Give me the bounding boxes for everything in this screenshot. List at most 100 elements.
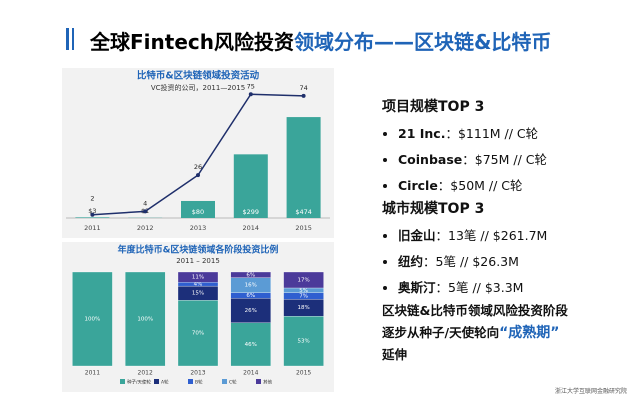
chart-title: 年度比特币&区块链领域各阶段投资比例 <box>118 244 279 256</box>
legend-swatch <box>256 379 261 384</box>
line-point <box>143 209 148 214</box>
section: 项目规模TOP 3 21 Inc.：$111M // C轮 Coinbase：$7… <box>382 96 547 201</box>
logo-text: 浙江大学互联网金融研究院 <box>555 388 628 395</box>
item-detail: ：5笔 // $3.3M <box>435 280 524 295</box>
segment-label: 18% <box>297 305 309 311</box>
highlight: “成熟期” <box>499 325 560 341</box>
conclusion: 区块链&比特币领域风险投资阶段 逐步从种子/天使轮向“成熟期” 延伸 <box>382 300 568 366</box>
item-detail: ：$75M // C轮 <box>462 152 547 167</box>
legend-swatch <box>120 379 125 384</box>
item-name: 21 Inc. <box>398 126 446 141</box>
segment-label: 53% <box>297 339 309 345</box>
x-tick-label: 2012 <box>138 370 153 377</box>
x-tick-label: 2015 <box>295 224 312 232</box>
line-point <box>248 92 253 97</box>
title-part: 领域分布——区块链&比特币 <box>293 30 552 54</box>
legend-label: B轮 <box>195 379 203 386</box>
chart-subtitle: VC投资的公司，2011—2015 <box>151 83 245 92</box>
bar <box>233 154 268 218</box>
item-name: Coinbase <box>398 152 463 167</box>
segment-label: 6% <box>246 293 255 299</box>
segment-label: 46% <box>245 342 257 348</box>
section-title: 项目规模TOP 3 <box>382 99 485 115</box>
segment-label: 7% <box>299 293 308 299</box>
bar-segment <box>283 316 324 367</box>
legend-label: 种子/天使轮 <box>127 379 152 386</box>
section-title: 城市规模TOP 3 <box>382 201 485 217</box>
point-label: 75 <box>247 82 255 90</box>
bar-segment <box>72 271 113 367</box>
conclusion-line: 延伸 <box>382 347 408 362</box>
segment-label: 70% <box>192 331 204 337</box>
bar <box>286 117 321 218</box>
bar-segment <box>230 298 271 323</box>
segment-label: 15% <box>192 291 204 297</box>
legend-label: 其他 <box>263 379 272 386</box>
x-tick-label: 2013 <box>190 224 207 232</box>
legend-swatch <box>222 379 227 384</box>
title-part: 全球Fintech风险投资 <box>90 30 294 54</box>
point-label: 26 <box>194 163 202 171</box>
bar-label: $80 <box>192 208 204 216</box>
segment-label: 16% <box>245 283 257 289</box>
legend-swatch <box>188 379 193 384</box>
x-tick-label: 2014 <box>243 370 258 377</box>
section: 城市规模TOP 3 旧金山：13笔 // $261.7M 纽约：5笔 // $26… <box>382 198 547 303</box>
list-item: Circle：$50M // C轮 <box>398 175 547 194</box>
list: 旧金山：13笔 // $261.7M纽约：5笔 // $26.3M奥斯汀：5笔 … <box>382 225 547 296</box>
bar-segment <box>230 271 271 278</box>
x-tick-label: 2013 <box>190 370 205 377</box>
item-detail: ：13笔 // $261.7M <box>435 228 548 243</box>
x-tick-label: 2015 <box>296 370 311 377</box>
item-name: 纽约 <box>398 254 424 269</box>
bar-segment <box>283 271 324 289</box>
item-name: 奥斯汀 <box>398 280 436 295</box>
point-label: 2 <box>90 195 94 203</box>
item-detail: ：5笔 // $26.3M <box>423 254 519 269</box>
title-accent <box>72 28 74 50</box>
item-detail: ：$50M // C轮 <box>437 178 523 193</box>
bar-label: $3 <box>88 207 96 215</box>
x-tick-label: 2011 <box>84 224 101 232</box>
list-item: 21 Inc.：$111M // C轮 <box>398 123 547 142</box>
legend-label: A轮 <box>161 379 169 386</box>
segment-label: 4% <box>194 282 203 288</box>
list-item: 旧金山：13笔 // $261.7M <box>398 225 547 244</box>
segment-label: 26% <box>245 308 257 314</box>
list: 21 Inc.：$111M // C轮 Coinbase：$75M // C轮 Ci… <box>382 123 547 194</box>
segment-label: 100% <box>137 317 153 323</box>
bar-label: $299 <box>243 208 260 216</box>
x-tick-label: 2012 <box>137 224 154 232</box>
line-point <box>196 173 200 178</box>
list-item: Coinbase：$75M // C轮 <box>398 149 547 168</box>
x-tick-label: 2011 <box>85 370 100 377</box>
legend-label: C轮 <box>229 379 237 386</box>
line-point <box>301 93 306 98</box>
legend-swatch <box>154 379 159 384</box>
segment-label: 6% <box>246 272 255 278</box>
segment-label: 5% <box>299 288 308 294</box>
point-label: 74 <box>299 84 307 92</box>
line-point <box>90 212 95 217</box>
bar-segment <box>177 271 219 283</box>
segment-label: 11% <box>192 275 204 281</box>
conclusion-line: 区块链&比特币领域风险投资阶段 <box>382 303 568 318</box>
segment-label: 100% <box>85 317 101 323</box>
text: 逐步从种子/天使轮向 <box>382 325 500 340</box>
list-item: 奥斯汀：5笔 // $3.3M <box>398 277 547 296</box>
point-label: 4 <box>143 199 147 207</box>
slide-title: 全球Fintech风险投资领域分布——区块链&比特币 <box>90 26 551 55</box>
conclusion-line: 逐步从种子/天使轮向“成熟期” <box>382 322 568 344</box>
bar-segment <box>230 322 271 367</box>
title-accent <box>66 28 69 50</box>
bar <box>181 200 215 218</box>
list-item: 纽约：5笔 // $26.3M <box>398 251 547 270</box>
bar-segment <box>177 300 219 367</box>
x-tick-label: 2014 <box>243 224 260 232</box>
chart-subtitle: 2011 – 2015 <box>176 257 220 265</box>
bar-label: $474 <box>295 208 312 216</box>
chart-title: 比特币&区块链领域投资活动 <box>137 70 260 82</box>
item-detail: ：$111M // C轮 <box>445 126 539 141</box>
